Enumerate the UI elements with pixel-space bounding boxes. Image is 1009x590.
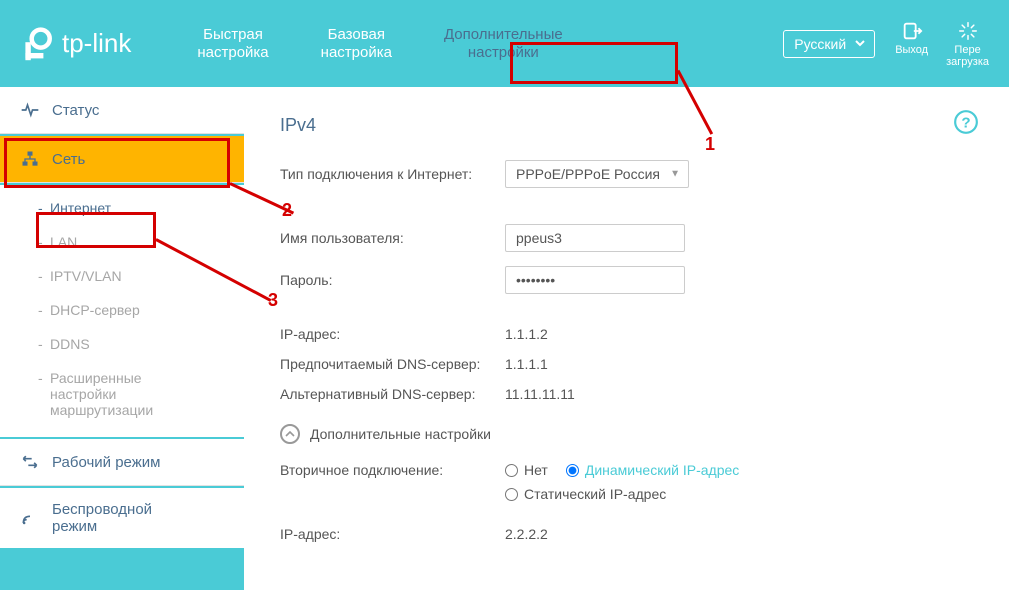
top-nav: Быстрая настройка Базовая настройка Допо… — [191, 22, 568, 66]
label-dns2: Альтернативный DNS-сервер: — [280, 386, 505, 402]
row-secondary: Вторичное подключение: Нет Динамический … — [280, 462, 973, 502]
logout-button[interactable]: Выход — [895, 20, 928, 68]
nav-advanced-setup[interactable]: Дополнительные настройки — [438, 22, 569, 66]
radio-group-secondary: Нет Динамический IP-адрес Статический IP… — [505, 462, 739, 502]
row-conn-type: Тип подключения к Интернет: PPPoE/PPPoE … — [280, 160, 973, 188]
header-actions: Выход Пере загрузка — [895, 20, 989, 68]
value-dns2: 11.11.11.11 — [505, 386, 575, 402]
svg-text:?: ? — [961, 114, 970, 131]
reboot-label: Пере загрузка — [946, 44, 989, 68]
sub-item-ddns[interactable]: DDNS — [0, 327, 244, 361]
radio-dynamic[interactable]: Динамический IP-адрес — [566, 462, 739, 478]
collapse-icon — [280, 424, 300, 444]
label-password: Пароль: — [280, 272, 505, 288]
select-conn-type[interactable]: PPPoE/PPPoE Россия ▼ — [505, 160, 689, 188]
label-dns1: Предпочитаемый DNS-сервер: — [280, 356, 505, 372]
row-ip: IP-адрес: 1.1.1.2 — [280, 326, 973, 342]
logout-icon — [901, 20, 923, 42]
radio-static[interactable]: Статический IP-адрес — [505, 486, 666, 502]
row-ip2: IP-адрес: 2.2.2.2 — [280, 526, 973, 542]
radio-label: Динамический IP-адрес — [585, 462, 739, 478]
input-username[interactable] — [505, 224, 685, 252]
label-ip2: IP-адрес: — [280, 526, 505, 542]
expand-label: Дополнительные настройки — [310, 426, 491, 442]
help-button[interactable]: ? — [953, 109, 979, 138]
language-select[interactable]: Русский — [783, 30, 875, 58]
select-value: PPPoE/PPPoE Россия — [516, 166, 660, 182]
row-dns2: Альтернативный DNS-сервер: 11.11.11.11 — [280, 386, 973, 402]
sub-item-dhcp[interactable]: DHCP-сервер — [0, 293, 244, 327]
radio-label: Статический IP-адрес — [524, 486, 666, 502]
sidebar-label: Сеть — [52, 151, 85, 168]
header: tp-link Быстрая настройка Базовая настро… — [0, 0, 1009, 87]
row-dns1: Предпочитаемый DNS-сервер: 1.1.1.1 — [280, 356, 973, 372]
sidebar-label: Статус — [52, 102, 99, 119]
row-password: Пароль: — [280, 266, 973, 294]
reboot-button[interactable]: Пере загрузка — [946, 20, 989, 68]
logo-icon — [20, 26, 56, 62]
sidebar-item-status[interactable]: Статус — [0, 87, 244, 134]
label-secondary: Вторичное подключение: — [280, 462, 505, 478]
content: ? IPv4 Тип подключения к Интернет: PPPoE… — [244, 87, 1009, 590]
mode-icon — [20, 452, 40, 472]
row-username: Имя пользователя: — [280, 224, 973, 252]
radio-none[interactable]: Нет — [505, 462, 548, 478]
sub-item-lan[interactable]: LAN — [0, 225, 244, 259]
sub-item-routing[interactable]: Расширенные настройки маршрутизации — [0, 361, 244, 427]
sidebar-item-opmode[interactable]: Рабочий режим — [0, 439, 244, 486]
section-title: IPv4 — [280, 115, 973, 136]
label-conn-type: Тип подключения к Интернет: — [280, 166, 505, 182]
value-dns1: 1.1.1.1 — [505, 356, 548, 372]
expand-advanced[interactable]: Дополнительные настройки — [280, 424, 973, 444]
pulse-icon — [20, 100, 40, 120]
sub-item-iptv[interactable]: IPTV/VLAN — [0, 259, 244, 293]
logo-text: tp-link — [62, 28, 131, 59]
nav-quick-setup[interactable]: Быстрая настройка — [191, 22, 274, 66]
reboot-icon — [957, 20, 979, 42]
logout-label: Выход — [895, 44, 928, 56]
language-value: Русский — [794, 36, 846, 52]
logo: tp-link — [20, 26, 131, 62]
chevron-down-icon — [854, 36, 866, 52]
nav-basic-setup[interactable]: Базовая настройка — [315, 22, 398, 66]
sidebar-label: Рабочий режим — [52, 454, 160, 471]
help-icon: ? — [953, 109, 979, 135]
input-password[interactable] — [505, 266, 685, 294]
label-ip: IP-адрес: — [280, 326, 505, 342]
sidebar-item-wireless[interactable]: Беспроводной режим — [0, 488, 244, 548]
label-username: Имя пользователя: — [280, 230, 505, 246]
body: Статус Сеть Интернет LAN IPTV/VLAN DHCP-… — [0, 87, 1009, 590]
sidebar-sublist-network: Интернет LAN IPTV/VLAN DHCP-сервер DDNS … — [0, 185, 244, 437]
value-ip2: 2.2.2.2 — [505, 526, 548, 542]
sidebar: Статус Сеть Интернет LAN IPTV/VLAN DHCP-… — [0, 87, 244, 590]
wifi-icon — [20, 508, 40, 528]
network-icon — [20, 149, 40, 169]
triangle-down-icon: ▼ — [670, 169, 680, 180]
radio-label: Нет — [524, 462, 548, 478]
sidebar-item-network[interactable]: Сеть — [0, 136, 244, 183]
sub-item-internet[interactable]: Интернет — [0, 191, 244, 225]
sidebar-label: Беспроводной режим — [52, 501, 224, 535]
value-ip: 1.1.1.2 — [505, 326, 548, 342]
